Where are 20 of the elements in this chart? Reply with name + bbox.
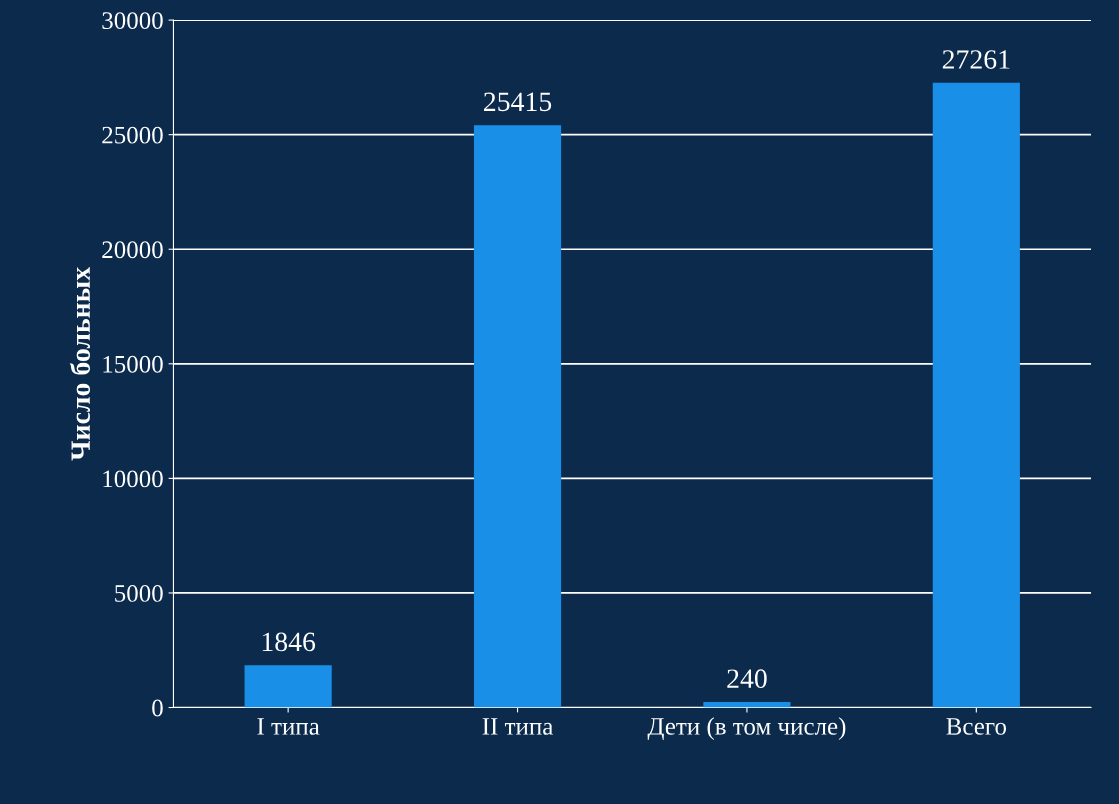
bar — [703, 702, 791, 708]
y-tick-label: 20000 — [102, 241, 163, 259]
y-tick-label: 15000 — [103, 355, 163, 373]
data-label: 1846 — [262, 632, 316, 652]
y-tick-label: 10000 — [103, 470, 163, 488]
bar — [932, 82, 1020, 708]
y-tick-label: 0 — [152, 699, 163, 717]
y-tick-label: 5000 — [115, 585, 163, 602]
data-label: 27261 — [942, 50, 1010, 69]
y-tick-label: 25000 — [102, 126, 163, 144]
data-label: 25415 — [484, 92, 552, 112]
y-tick-label: 30000 — [102, 12, 163, 30]
bar — [473, 125, 562, 708]
x-tick-label: Дети (в том числе) — [647, 717, 846, 740]
y-axis-title: Число больных — [69, 266, 91, 461]
x-tick-label: II типа — [482, 718, 554, 735]
bar — [244, 665, 332, 708]
x-tick-label: Всего — [946, 718, 1007, 735]
x-tick-label: I типа — [257, 718, 320, 735]
data-label: 240 — [727, 669, 767, 689]
